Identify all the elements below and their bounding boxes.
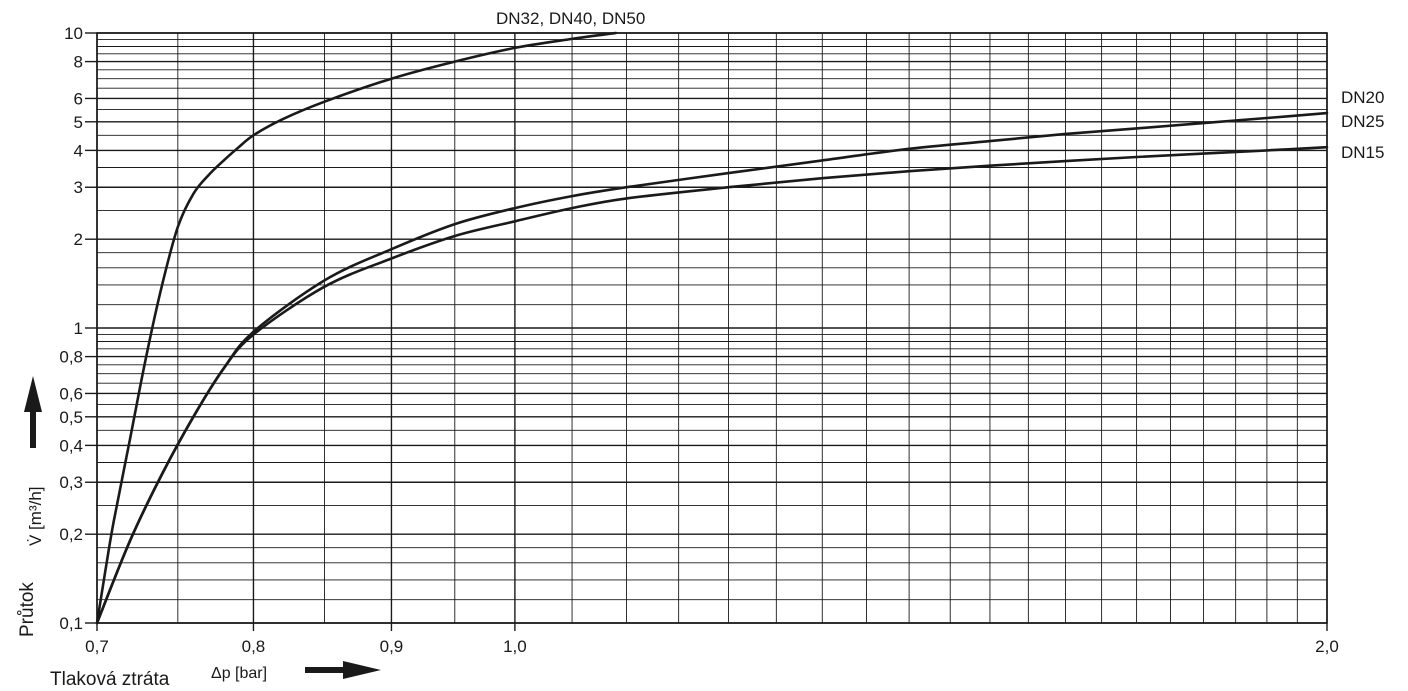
y-tick-label: 8 [74,53,83,72]
y-axis-arrow-icon [24,376,42,448]
y-tick-labels: 0,1 0,2 0,3 0,4 0,5 0,6 0,8 1 2 3 4 5 6 8 10 [59,24,97,633]
series-line-dn32-dn40-dn50 [95,31,618,625]
x-axis-label: Tlaková ztráta [50,669,170,690]
y-tick-label: 0,4 [59,436,83,455]
series-label-dn20: DN20 [1341,88,1384,107]
y-tick-label: 3 [74,178,83,197]
series-label-dn32-dn40-dn50: DN32, DN40, DN50 [496,9,645,28]
x-tick-label: 0,8 [242,637,266,656]
y-axis-label-group: Průtok [17,582,38,637]
y-tick-label: 2 [74,230,83,249]
curves [95,31,1329,625]
series-label-dn25: DN25 [1341,112,1384,131]
x-tick-labels: 0,7 0,8 0,9 1,0 2,0 [85,623,1339,656]
series-label-dn15: DN15 [1341,143,1384,162]
y-tick-label: 0,6 [59,384,83,403]
grid [96,32,1328,624]
y-tick-label: 1 [74,319,83,338]
y-axis-label: Průtok [17,582,38,637]
x-tick-label: 1,0 [503,637,527,656]
y-tick-label: 0,5 [59,408,83,427]
y-tick-label: 0,1 [59,614,83,633]
y-tick-label: 5 [74,113,83,132]
y-tick-label: 10 [64,24,83,43]
x-axis-symbol: Δp [bar] [211,665,267,682]
x-axis-arrow-icon [305,661,381,679]
y-tick-label: 6 [74,89,83,108]
y-tick-label: 0,2 [59,525,83,544]
y-tick-label: 0,8 [59,348,83,367]
y-tick-label: 4 [74,141,83,160]
y-axis-symbol: V̇ [m³/h] [26,486,45,546]
x-tick-label: 0,7 [85,637,109,656]
y-axis-symbol-group: V̇ [m³/h] [26,486,45,546]
y-tick-label: 0,3 [59,473,83,492]
x-tick-label: 2,0 [1315,637,1339,656]
series-line-dn15 [95,145,1329,625]
x-tick-label: 0,9 [380,637,404,656]
